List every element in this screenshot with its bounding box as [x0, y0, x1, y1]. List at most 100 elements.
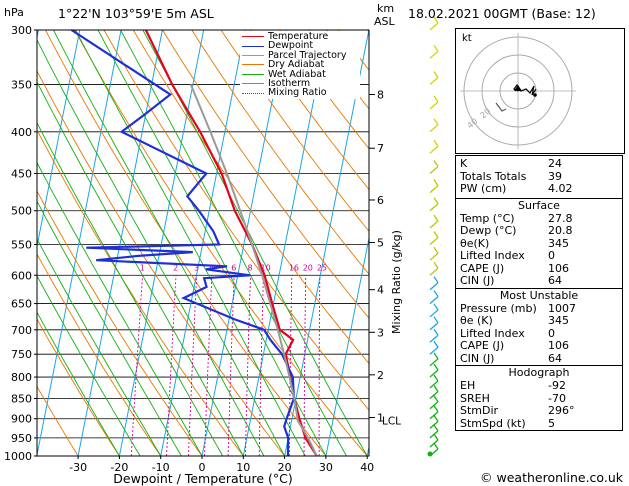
wet-adiabat-line — [97, 30, 327, 456]
stat-value: 1007 — [548, 301, 576, 315]
isotherm-line — [242, 30, 329, 456]
legend-label: Wet Adiabat — [268, 68, 326, 80]
isotherm-line — [325, 235, 369, 456]
pressure-tick-label: 800 — [11, 371, 32, 384]
mixing-ratio-line — [187, 275, 198, 456]
dry-adiabat-line — [37, 253, 162, 456]
legend-swatch — [242, 54, 264, 56]
temperature-tick-label: 10 — [236, 461, 250, 474]
isotherm-line — [284, 30, 369, 456]
hodograph-panel: kt 20 40 — [455, 28, 625, 154]
wind-barb — [429, 322, 439, 331]
hodograph-ring-label-40: 40 — [466, 117, 481, 132]
wind-barb-flag — [433, 197, 439, 205]
hodograph-title: Hodograph — [508, 366, 570, 379]
stat-row: Pressure (mb) 1007 — [456, 301, 622, 316]
isotherm-line — [118, 30, 205, 456]
pressure-tick-label: 450 — [11, 167, 32, 180]
legend-swatch — [242, 92, 264, 94]
legend-label: Dry Adiabat — [268, 59, 325, 71]
wind-barb-flag — [433, 374, 439, 382]
wind-barb-flag — [433, 363, 439, 371]
dry-adiabat-line — [132, 30, 369, 365]
pressure-tick-label: 500 — [11, 205, 32, 218]
legend: Temperature Dewpoint Parcel Trajectory Dry … — [240, 31, 360, 99]
stat-row: θe (K) 345 — [456, 314, 622, 328]
temperature-tick-label: 0 — [199, 461, 206, 474]
wind-barb-flag — [433, 71, 439, 78]
stat-row: Temp (°C) 27.8 — [456, 211, 622, 226]
wind-barb-flag — [433, 415, 439, 422]
surface-title: Surface — [518, 198, 560, 212]
wind-barb-base — [427, 451, 433, 457]
stat-value: 106 — [548, 261, 569, 275]
stat-value: 106 — [548, 339, 569, 352]
wind-barb-flag — [433, 433, 439, 441]
mixing-ratio-label: 3 — [194, 263, 199, 272]
stat-row: CIN (J) 64 — [456, 352, 622, 366]
pressure-tick-label: 600 — [11, 269, 32, 282]
parcel-trajectory-series — [189, 84, 318, 456]
legend-item-parcel-trajectory: Parcel Trajectory — [242, 50, 358, 60]
wet-adiabat-line — [37, 161, 203, 456]
pressure-tick-label: 300 — [11, 24, 32, 37]
wind-barb-flag — [433, 385, 439, 392]
hodograph-trace — [513, 83, 537, 96]
mixing-ratio-line — [288, 275, 293, 456]
wind-barb-flag — [433, 290, 439, 297]
height-km-tick-label: 1 — [377, 412, 384, 425]
stat-label: SREH — [460, 391, 490, 405]
stat-label: Dewp (°C) — [460, 224, 517, 237]
legend-label: Mixing Ratio — [268, 87, 327, 99]
legend-item-isotherm: Isotherm — [242, 78, 358, 88]
stat-value: 24 — [548, 157, 562, 170]
stat-label: Temp (°C) — [460, 211, 515, 225]
stat-row: SREH -70 — [456, 391, 622, 406]
wind-barb-flag — [433, 179, 439, 186]
stat-value: 4.02 — [548, 182, 573, 195]
wind-barb-flag — [433, 214, 439, 222]
legend-swatch — [242, 73, 264, 75]
wind-barb-flag — [433, 340, 439, 348]
wind-barb-flag — [433, 405, 439, 413]
most-unstable-title: Most Unstable — [499, 288, 579, 302]
stat-value: -70 — [548, 391, 566, 405]
wind-barb — [429, 220, 439, 229]
stat-row: Totals Totals 39 — [456, 170, 622, 184]
isotherm-line — [77, 30, 163, 456]
wind-barb — [429, 380, 439, 389]
isotherm-line — [160, 30, 246, 456]
wet-adiabat-line — [37, 121, 224, 456]
legend-item-dewpoint: Dewpoint — [242, 40, 358, 52]
stat-value: 20.8 — [548, 224, 573, 237]
legend-swatch — [242, 45, 264, 47]
asl-axis-title: ASL — [374, 15, 395, 28]
wind-barb — [429, 334, 439, 343]
stat-value: 345 — [548, 314, 569, 327]
height-km-tick-label: 7 — [377, 142, 384, 155]
height-km-tick-label: 5 — [377, 237, 384, 250]
legend-item-dry-adiabat: Dry Adiabat — [242, 59, 358, 71]
dewpoint-series — [70, 30, 296, 456]
stat-value: 0 — [548, 326, 555, 340]
wind-barb — [429, 185, 439, 194]
wind-barb — [429, 267, 439, 276]
legend-label: Dewpoint — [268, 40, 314, 52]
wind-barb — [429, 124, 439, 133]
temperature-tick-label: -20 — [110, 461, 128, 474]
pressure-tick-label: 1000 — [4, 450, 32, 463]
stat-row: Dewp (°C) 20.8 — [456, 224, 622, 238]
pressure-tick-label: 650 — [11, 298, 32, 311]
mixing-ratio-label: 8 — [248, 263, 253, 272]
temperature-tick-label: -30 — [69, 461, 87, 474]
location-label: 1°22'N 103°59'E 5m ASL — [58, 6, 214, 21]
pressure-tick-label: 550 — [11, 238, 32, 251]
height-km-tick-label: 6 — [377, 194, 384, 207]
height-km-tick-label: 2 — [377, 369, 384, 382]
stat-label: CAPE (J) — [460, 261, 505, 275]
pressure-tick-label: 400 — [11, 126, 32, 139]
mixing-ratio-line — [244, 275, 251, 456]
pressure-tick-label: 350 — [11, 79, 32, 92]
stat-label: Pressure (mb) — [460, 301, 537, 315]
